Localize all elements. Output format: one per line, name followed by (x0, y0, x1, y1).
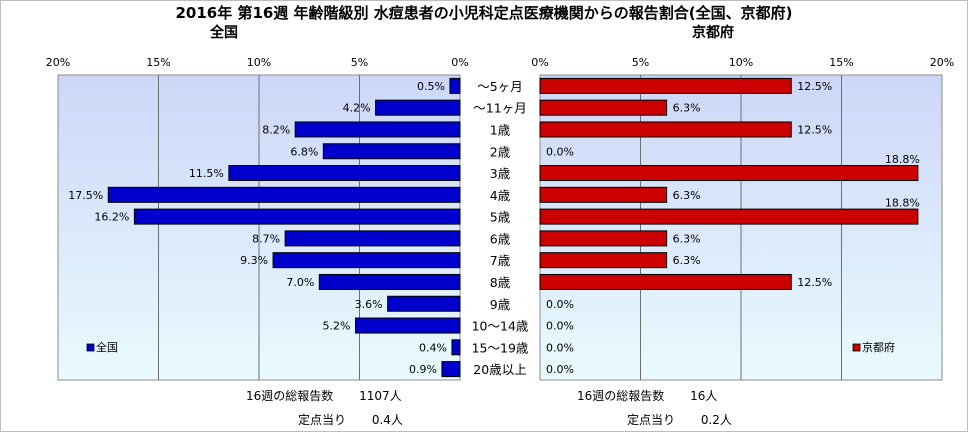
kyoto-bar (539, 121, 792, 138)
national-data-label: 3.6% (355, 298, 383, 311)
kyoto-tick-label: 20% (930, 56, 954, 69)
national-per-value: 0.4人 (371, 413, 403, 427)
kyoto-data-label: 12.5% (797, 123, 832, 136)
national-bar (451, 339, 461, 356)
category-label: 7歳 (490, 253, 511, 268)
national-legend-swatch (86, 343, 95, 352)
category-label: 6歳 (490, 231, 511, 246)
kyoto-total-label: 16週の総報告数 (577, 389, 665, 403)
national-per-point: 定点当り 0.4人 (298, 411, 403, 428)
national-data-label: 0.5% (417, 80, 445, 93)
national-bar (441, 361, 461, 378)
kyoto-per-label: 定点当り (627, 413, 676, 427)
national-tick-label: 10% (247, 56, 271, 69)
category-label: 4歳 (490, 188, 511, 203)
kyoto-bar (539, 273, 792, 290)
national-bar (107, 186, 461, 203)
national-subtitle: 全国 (210, 25, 238, 41)
category-label: ～11ヶ月 (473, 101, 526, 116)
national-data-label: 5.2% (323, 320, 351, 333)
kyoto-data-label: 6.3% (673, 189, 701, 202)
kyoto-data-label: 6.3% (673, 254, 701, 267)
national-tick-label: 0% (451, 56, 468, 69)
category-label: 10～14歳 (472, 319, 529, 334)
kyoto-total: 16週の総報告数 16人 (577, 387, 717, 404)
national-bar (375, 99, 461, 116)
kyoto-legend-swatch (852, 343, 861, 352)
kyoto-per-point: 定点当り 0.2人 (627, 411, 732, 428)
kyoto-subtitle: 京都府 (692, 25, 734, 41)
national-data-label: 11.5% (189, 167, 224, 180)
kyoto-data-label: 0.0% (546, 341, 574, 354)
national-total: 16週の総報告数 1107人 (246, 387, 402, 404)
category-label: 15～19歳 (472, 340, 529, 355)
chart-title: 2016年 第16週 年齢階級別 水痘患者の小児科定点医療機関からの報告割合(全… (175, 4, 793, 22)
national-total-value: 1107人 (359, 389, 402, 403)
national-total-label: 16週の総報告数 (246, 389, 334, 403)
kyoto-data-label: 6.3% (673, 232, 701, 245)
national-bar (318, 273, 461, 290)
national-bar (322, 143, 461, 160)
national-per-label: 定点当り (298, 413, 347, 427)
category-label: 9歳 (490, 297, 511, 312)
kyoto-bar (539, 165, 919, 182)
national-bar (133, 208, 461, 225)
category-label: 1歳 (490, 122, 511, 137)
kyoto-data-label: 18.8% (885, 153, 920, 166)
kyoto-bar (539, 252, 668, 269)
kyoto-data-label: 0.0% (546, 298, 574, 311)
kyoto-data-label: 6.3% (673, 102, 701, 115)
national-tick-label: 15% (146, 56, 170, 69)
national-bar (387, 295, 461, 312)
national-data-label: 8.7% (252, 232, 280, 245)
national-data-label: 9.3% (240, 254, 268, 267)
kyoto-bar (539, 230, 668, 247)
kyoto-data-label: 18.8% (885, 197, 920, 210)
national-data-label: 4.2% (343, 102, 371, 115)
national-legend-label: 全国 (96, 340, 118, 354)
kyoto-tick-label: 15% (829, 56, 853, 69)
kyoto-total-value: 16人 (690, 389, 718, 403)
category-label: 2歳 (490, 144, 511, 159)
category-label: 20歳以上 (473, 362, 526, 377)
kyoto-bar (539, 99, 668, 116)
kyoto-data-label: 0.0% (546, 145, 574, 158)
national-bar (354, 317, 461, 334)
kyoto-data-label: 12.5% (797, 276, 832, 289)
national-data-label: 6.8% (290, 145, 318, 158)
kyoto-legend-label: 京都府 (862, 340, 895, 354)
national-bar (449, 77, 461, 94)
national-bar (228, 165, 461, 182)
kyoto-tick-label: 10% (729, 56, 753, 69)
national-data-label: 0.9% (409, 363, 437, 376)
kyoto-data-label: 0.0% (546, 320, 574, 333)
category-label: 8歳 (490, 275, 511, 290)
national-bar (294, 121, 461, 138)
category-label: 3歳 (490, 166, 511, 181)
kyoto-per-value: 0.2人 (700, 413, 732, 427)
kyoto-data-label: 12.5% (797, 80, 832, 93)
category-label: ～5ヶ月 (477, 79, 522, 94)
national-tick-label: 5% (351, 56, 368, 69)
national-data-label: 16.2% (94, 211, 129, 224)
kyoto-tick-label: 5% (632, 56, 649, 69)
national-data-label: 17.5% (68, 189, 103, 202)
national-data-label: 8.2% (262, 123, 290, 136)
national-bar (272, 252, 461, 269)
kyoto-bar (539, 186, 668, 203)
category-label: 5歳 (490, 210, 511, 225)
kyoto-data-label: 0.0% (546, 363, 574, 376)
national-bar (284, 230, 461, 247)
kyoto-bar (539, 77, 792, 94)
national-data-label: 0.4% (419, 341, 447, 354)
national-data-label: 7.0% (286, 276, 314, 289)
kyoto-tick-label: 0% (531, 56, 548, 69)
kyoto-bar (539, 208, 919, 225)
national-tick-label: 20% (46, 56, 70, 69)
